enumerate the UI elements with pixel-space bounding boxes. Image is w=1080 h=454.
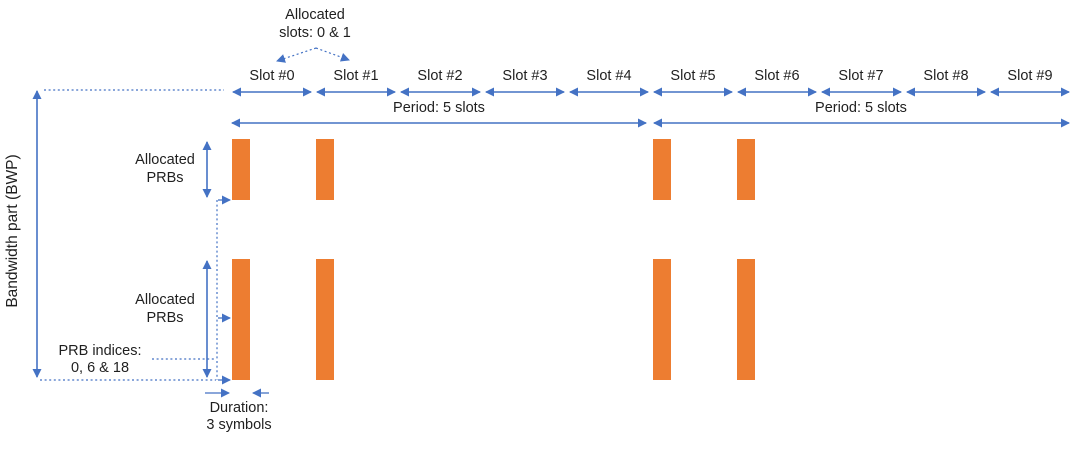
srs-bar-slot0-upper (232, 139, 250, 200)
allocated-prbs-label-lower: Allocated PRBs (115, 291, 215, 327)
srs-bar-slot6-upper (737, 139, 755, 200)
srs-bar-slot5-lower (653, 259, 671, 380)
dashed-guides (40, 89, 224, 381)
duration-label: Duration: 3 symbols (189, 400, 289, 434)
slot-label-5: Slot #5 (670, 68, 716, 84)
duration-line2: 3 symbols (206, 417, 272, 433)
allocated-slots-note-line1: Allocated (285, 7, 345, 23)
prb-indices-line2: 0, 6 & 18 (70, 360, 130, 376)
allocated-prbs-lower-line1: Allocated (135, 292, 195, 308)
bwp-axis-label: Bandwidth part (BWP) (4, 154, 21, 308)
slot-label-6: Slot #6 (754, 68, 800, 84)
duration-line1: Duration: (209, 400, 269, 416)
srs-bar-slot0-lower (232, 259, 250, 380)
srs-bar-slot6-lower (737, 259, 755, 380)
allocated-slots-pointer-arrows (276, 47, 350, 63)
allocated-slots-note-line2: slots: 0 & 1 (279, 25, 351, 41)
slot-label-0: Slot #0 (249, 68, 295, 84)
allocated-prbs-label-upper: Allocated PRBs (115, 151, 215, 187)
period-label-right: Period: 5 slots (815, 100, 907, 116)
prb-indices-label: PRB indices: 0, 6 & 18 (45, 343, 155, 377)
srs-bar-slot1-upper (316, 139, 334, 200)
slot-label-1: Slot #1 (333, 68, 379, 84)
allocated-prbs-upper-line1: Allocated (135, 152, 195, 168)
period-label-left: Period: 5 slots (393, 100, 485, 116)
prb-indices-line1: PRB indices: (58, 343, 142, 359)
prb-pointer-arrows (218, 195, 231, 385)
slot-label-7: Slot #7 (838, 68, 884, 84)
allocated-slots-note: Allocated slots: 0 & 1 (250, 6, 380, 42)
allocated-prbs-lower-line2: PRBs (146, 310, 184, 326)
srs-bar-slot1-lower (316, 259, 334, 380)
slot-label-4: Slot #4 (586, 68, 632, 84)
slot-label-2: Slot #2 (417, 68, 463, 84)
slot-label-8: Slot #8 (923, 68, 969, 84)
srs-bar-slot5-upper (653, 139, 671, 200)
slot-label-9: Slot #9 (1007, 68, 1053, 84)
allocated-prbs-upper-line2: PRBs (146, 170, 184, 186)
slot-label-3: Slot #3 (502, 68, 548, 84)
